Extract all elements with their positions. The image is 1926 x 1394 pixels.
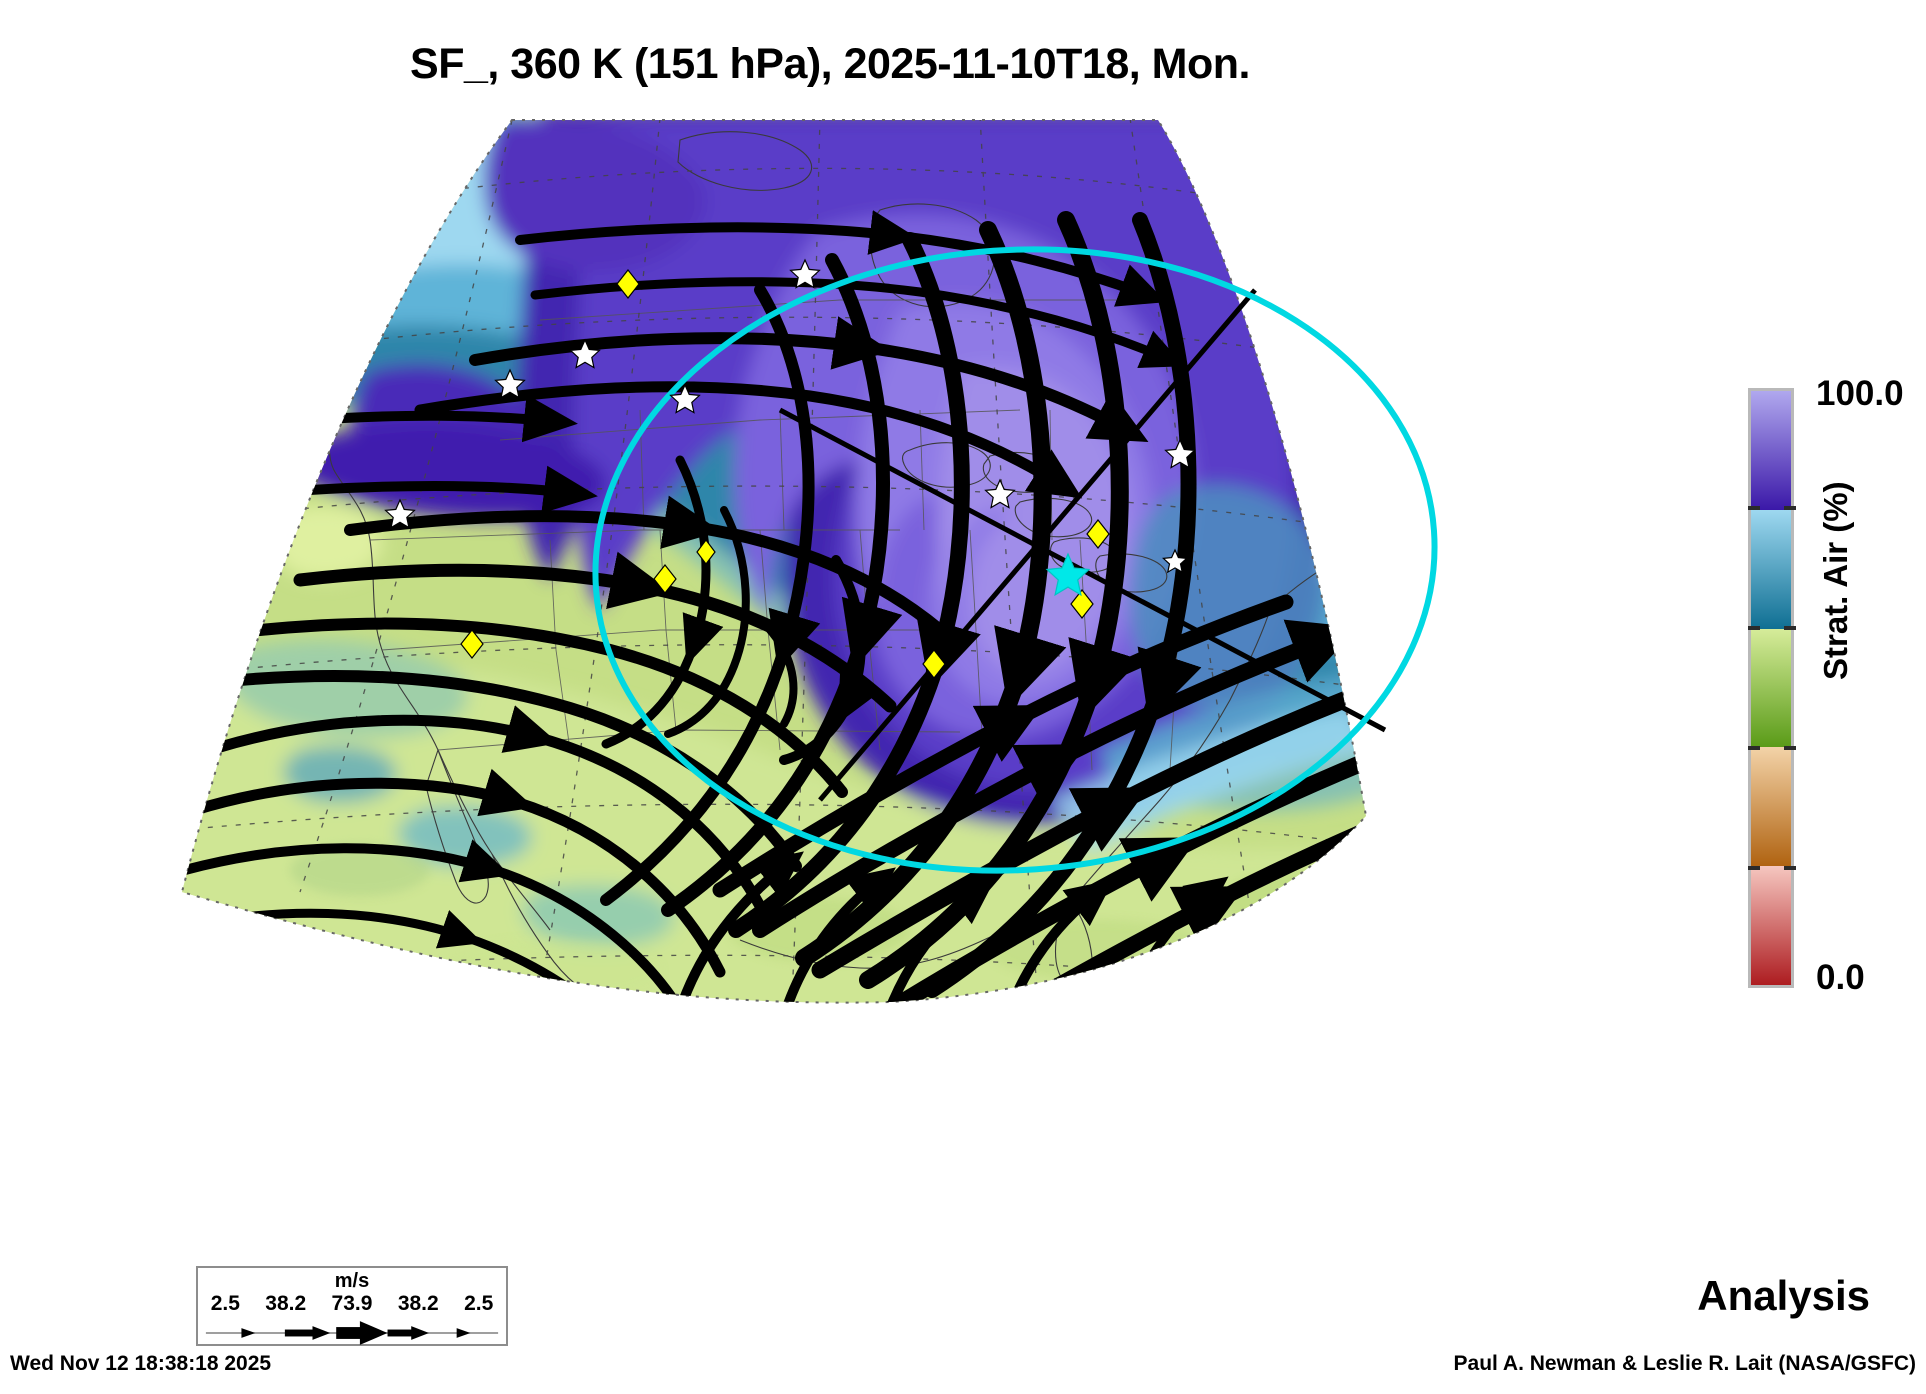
yellow-diamond-icon	[1070, 589, 1094, 619]
wind-legend-value: 73.9	[331, 1292, 373, 1315]
colorbar-tick	[1784, 626, 1796, 630]
wind-legend-value: 38.2	[265, 1292, 307, 1315]
yellow-diamond-icon	[922, 649, 946, 679]
colorbar-tick	[1784, 746, 1796, 750]
white-star-icon	[1164, 438, 1196, 469]
white-star-icon	[984, 478, 1016, 509]
map-boundary	[180, 119, 1368, 1004]
range-ring-ellipse	[592, 246, 1438, 874]
author-credit: Paul A. Newman & Leslie R. Lait (NASA/GS…	[1453, 1352, 1916, 1375]
analysis-label: Analysis	[1697, 1272, 1870, 1319]
white-star-icon	[669, 383, 701, 414]
colorbar-tick	[1748, 866, 1760, 870]
yellow-site-markers[interactable]	[460, 269, 1110, 679]
colorbar-tick	[1748, 626, 1760, 630]
yellow-diamond-icon	[696, 539, 716, 565]
colorbar-band-green	[1751, 628, 1791, 748]
wind-legend-unit: m/s	[334, 1270, 370, 1292]
white-star-icon	[1162, 548, 1188, 574]
map-panel[interactable]	[120, 110, 1480, 1030]
yellow-diamond-icon	[1086, 519, 1110, 549]
yellow-diamond-icon	[616, 269, 640, 299]
colorbar-axis-label: Strat. Air (%)	[1817, 481, 1854, 680]
base-site-marker[interactable]	[1045, 552, 1091, 597]
white-star-icon	[494, 368, 526, 399]
page-title: SF_, 360 K (151 hPa), 2025-11-10T18, Mon…	[410, 40, 1250, 88]
colorbar-band-blue	[1751, 509, 1791, 629]
colorbar-tick	[1748, 506, 1760, 510]
colorbar-tick	[1748, 746, 1760, 750]
yellow-diamond-icon	[460, 629, 484, 659]
white-star-icon	[789, 258, 821, 289]
yellow-diamond-icon	[653, 564, 677, 594]
wind-legend-arrow-scale	[205, 1321, 499, 1345]
colorbar-gradient-strip	[1748, 388, 1794, 988]
cyan-star-icon	[1045, 552, 1091, 597]
wind-speed-legend: m/s 2.5 38.2 73.9 38.2 2.5	[196, 1266, 508, 1346]
colorbar-band-red	[1751, 866, 1791, 985]
map-canvas[interactable]	[120, 110, 1480, 1030]
wind-legend-values: 2.5 38.2 73.9 38.2 2.5	[198, 1292, 506, 1316]
white-station-markers[interactable]	[384, 258, 1196, 574]
colorbar-tick	[1784, 506, 1796, 510]
colorbar[interactable]: 100.0 0.0 Strat. Air (%)	[1740, 374, 1926, 1000]
colorbar-max-label: 100.0	[1816, 374, 1904, 413]
site-markers[interactable]	[384, 258, 1196, 679]
generation-timestamp: Wed Nov 12 18:38:18 2025	[10, 1352, 272, 1375]
colorbar-tick	[1784, 866, 1796, 870]
wind-legend-value: 2.5	[210, 1292, 240, 1315]
colorbar-band-orange	[1751, 747, 1791, 867]
wind-legend-value: 38.2	[397, 1292, 439, 1315]
white-star-icon	[569, 338, 601, 369]
colorbar-band-purple	[1751, 391, 1791, 510]
white-star-icon	[384, 498, 416, 529]
wind-legend-value: 2.5	[464, 1292, 494, 1315]
colorbar-min-label: 0.0	[1816, 958, 1865, 997]
